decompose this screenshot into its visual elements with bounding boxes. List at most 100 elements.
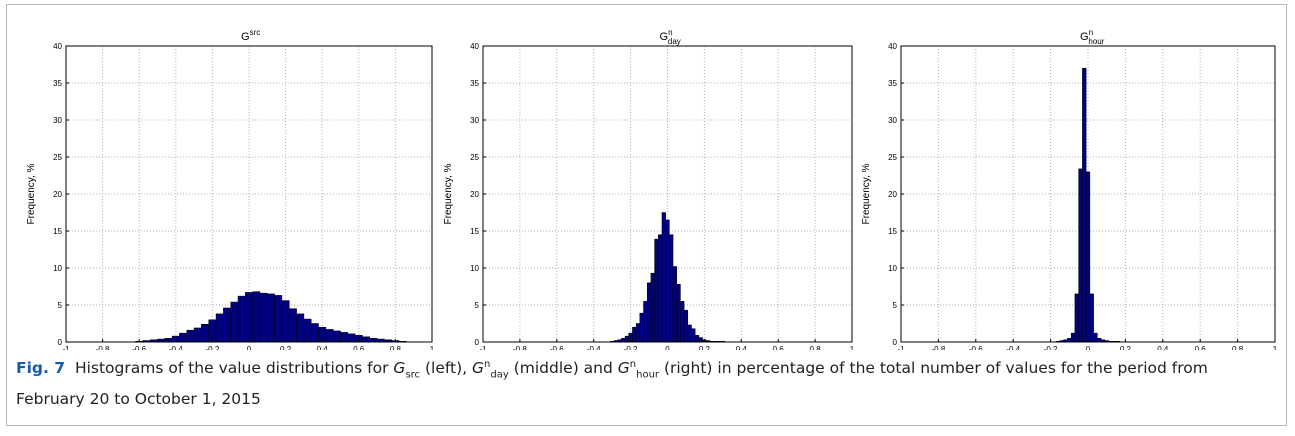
caption-text-4: (right) in percentage of the total numbe… [16, 359, 1208, 409]
chart-title-base: G [241, 31, 250, 43]
chart-title-sup: n [1089, 28, 1093, 37]
y-tick-label: 40 [888, 42, 897, 51]
caption-var-2: G [472, 359, 485, 378]
histogram-bar [1070, 332, 1076, 343]
y-tick-label: 30 [53, 116, 62, 125]
histogram-bar [281, 300, 290, 343]
x-tick-label: 0.8 [810, 345, 822, 350]
chart-title: Gsrc [241, 28, 260, 43]
histogram-bar [650, 272, 655, 343]
y-tick-label: 35 [888, 79, 897, 88]
caption-var-3-sup: n [629, 359, 637, 370]
histogram-bar [635, 323, 641, 343]
histogram-bar [1074, 293, 1079, 343]
histogram-bar [680, 301, 685, 343]
caption-var-2-sub: day [490, 369, 509, 381]
figure-caption: Fig. 7 Histograms of the value distribut… [16, 352, 1276, 412]
y-tick-label: 5 [475, 301, 480, 310]
histogram-bar [669, 234, 674, 343]
y-tick-label: 5 [58, 301, 63, 310]
histogram-bar [639, 312, 644, 343]
histogram-bar [259, 292, 268, 343]
histogram-bar [694, 335, 700, 343]
y-tick-label: 15 [470, 227, 479, 236]
x-tick-label: -0.4 [1006, 345, 1020, 350]
y-tick-label: 25 [888, 153, 897, 162]
y-tick-label: 30 [888, 116, 897, 125]
y-tick-label: 20 [53, 190, 62, 199]
y-tick-label: 10 [470, 264, 479, 273]
x-tick-label: 0.8 [390, 345, 402, 350]
y-tick-label: 35 [470, 79, 479, 88]
histogram-bar [267, 293, 275, 343]
y-axis-label: Frequency, % [26, 163, 37, 224]
histogram-bar [347, 333, 356, 343]
histogram-bar [274, 295, 283, 343]
y-tick-label: 0 [475, 338, 480, 347]
x-tick-label: 1 [1273, 345, 1278, 350]
histogram-bar [687, 324, 692, 343]
histogram-bar [654, 238, 659, 343]
y-tick-label: 15 [53, 227, 62, 236]
x-tick-label: 0.8 [1232, 345, 1244, 350]
histogram-bar [245, 292, 253, 343]
histogram-bar [369, 338, 378, 343]
x-tick-label: 0.4 [317, 345, 329, 350]
x-tick-label: 0.6 [773, 345, 785, 350]
histogram-bar [310, 323, 319, 343]
x-tick-label: 0.4 [736, 345, 748, 350]
histogram-bar [237, 295, 246, 343]
chart-panel-3: -1 -0.8 -0.6 -0.4 -0.2 0 0.2 0.4 0.6 0.8 105101520… [861, 28, 1278, 350]
histogram-bar [1067, 338, 1072, 343]
histogram-bar [658, 234, 663, 343]
histogram-bar [208, 319, 217, 343]
histogram-bar [1089, 293, 1094, 343]
histogram-bar [698, 337, 703, 343]
histogram-bar [289, 308, 297, 343]
x-tick-label: 0.6 [1195, 345, 1207, 350]
chart-panel-2: -1 -0.8 -0.6 -0.4 -0.2 0 0.2 0.4 0.6 0.8 105101520… [443, 28, 855, 350]
caption-text-2: (left), [420, 359, 473, 378]
caption-var-3-sub: hour [636, 369, 660, 381]
histogram-bar [1078, 168, 1083, 343]
x-tick-label: 0.2 [1120, 345, 1132, 350]
histogram-bar [215, 313, 224, 343]
histogram-bar [1085, 171, 1091, 343]
histogram-bar [676, 284, 681, 343]
histogram-bar [179, 332, 188, 343]
chart-panel-1: -1 -0.8 -0.6 -0.4 -0.2 0 0.2 0.4 0.6 0.8 105101520… [26, 28, 435, 350]
x-tick-label: -0.4 [587, 345, 601, 350]
histogram-bar [643, 301, 648, 343]
y-tick-label: 40 [470, 42, 479, 51]
x-tick-label: -0.2 [1044, 345, 1058, 350]
histogram-bar [362, 336, 371, 343]
chart-title-sup: n [668, 28, 672, 37]
histogram-bar [624, 335, 630, 343]
y-tick-label: 30 [470, 116, 479, 125]
histogram-bar [665, 219, 670, 343]
histogram-bar [621, 338, 626, 343]
x-tick-label: -0.8 [932, 345, 946, 350]
x-tick-label: 0.2 [280, 345, 292, 350]
y-tick-label: 10 [888, 264, 897, 273]
x-tick-label: -0.8 [513, 345, 527, 350]
y-tick-label: 15 [888, 227, 897, 236]
y-tick-label: 20 [888, 190, 897, 199]
histogram-bar [632, 326, 637, 343]
x-tick-label: 1 [430, 345, 435, 350]
x-tick-label: -1 [897, 345, 905, 350]
figure-frame [6, 4, 1287, 426]
caption-var-3: G [617, 359, 630, 378]
x-tick-label: -1 [62, 345, 70, 350]
histogram-bar [325, 329, 334, 343]
histogram-bar [193, 327, 202, 343]
y-tick-label: 25 [53, 153, 62, 162]
histogram-bar [646, 282, 652, 343]
histogram-bar [683, 309, 689, 343]
histogram-bar [230, 301, 239, 343]
y-tick-label: 35 [53, 79, 62, 88]
histogram-bar [691, 328, 696, 343]
histogram-bar [164, 338, 173, 343]
histogram-bar [303, 318, 312, 343]
chart-title-sup: src [250, 28, 261, 37]
